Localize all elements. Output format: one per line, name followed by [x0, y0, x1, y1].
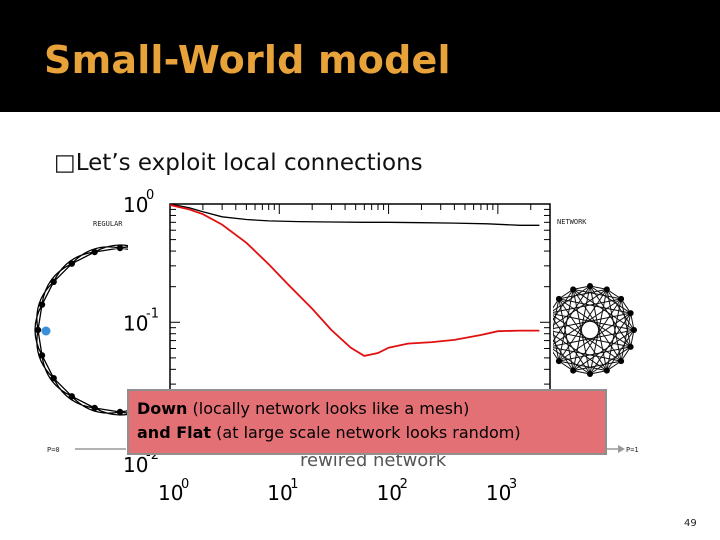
random-network-edge: [558, 360, 607, 372]
random-network-edge: [558, 288, 607, 300]
random-network-node: [555, 295, 562, 302]
random-network-node: [603, 367, 610, 374]
regular-network-node: [116, 244, 124, 252]
random-network-edge: [549, 312, 622, 362]
random-network-edge: [620, 313, 632, 362]
x-tick-exponent: 3: [509, 477, 517, 492]
random-network-node: [618, 295, 625, 302]
regular-label: REGULAR: [93, 220, 123, 228]
arrow-head-icon: [618, 445, 625, 453]
regular-network-node: [91, 248, 98, 256]
x-tick-label: 10: [158, 481, 183, 505]
x-tick-exponent: 2: [400, 477, 408, 492]
random-network-edge: [589, 285, 631, 314]
regular-network-node: [68, 260, 76, 267]
y-tick-exponent: -1: [146, 306, 159, 321]
random-network-edge: [549, 298, 622, 348]
regular-network-node: [38, 352, 46, 359]
random-ring-network: [543, 283, 637, 377]
regular-network-node: [34, 326, 42, 334]
regular-network-node: [116, 408, 124, 416]
random-network-node: [555, 358, 562, 365]
callout-down-text: (locally network looks like a mesh): [187, 399, 470, 418]
p-zero-label: P=0: [47, 446, 60, 454]
plot-series: [169, 203, 540, 357]
random-network-edge: [573, 360, 622, 372]
callout-down: Down: [137, 399, 188, 418]
p-one-label: P=1: [626, 446, 639, 454]
random-network-edge: [572, 285, 591, 371]
random-network-edge: [558, 289, 608, 362]
random-network-node: [603, 286, 610, 293]
random-network-edge: [549, 312, 635, 331]
random-network-edge: [606, 329, 635, 371]
random-network-edge: [545, 312, 631, 331]
random-network-edge: [558, 298, 608, 371]
bullet-item: □Let’s exploit local connections: [54, 150, 423, 176]
network-label: NETWORK: [557, 218, 587, 226]
y-tick-label: 10: [123, 311, 148, 335]
slide-title: Small-World model: [44, 38, 451, 82]
random-network-edge: [558, 312, 631, 362]
regular-network-node: [91, 404, 98, 412]
x-tick-exponent: 1: [290, 477, 298, 492]
random-network-edge: [572, 289, 622, 362]
random-network-edge: [549, 329, 635, 348]
page-number: 49: [684, 518, 697, 529]
random-network-node: [587, 283, 593, 289]
callout-flat-text: (at large scale network looks random): [211, 423, 521, 442]
callout-flat: and Flat: [137, 423, 212, 442]
x-axis-partial-label: rewired network: [300, 450, 447, 471]
y-tick-label: 10: [123, 193, 148, 217]
random-network-node: [587, 371, 593, 377]
x-tick-label: 10: [377, 481, 402, 505]
random-network-node: [631, 327, 637, 333]
regular-network-node: [38, 301, 46, 308]
random-network-edge: [545, 329, 631, 348]
bullet-glyph: □: [54, 150, 76, 176]
title-bar: [0, 0, 720, 112]
regular-network-node: [68, 393, 76, 400]
bullet-text: Let’s exploit local connections: [75, 150, 423, 176]
random-network-node: [570, 286, 577, 293]
x-tick-exponent: 0: [181, 477, 189, 492]
random-network-edge: [545, 288, 608, 331]
regular-network-node: [50, 374, 57, 382]
random-network-edge: [572, 289, 591, 375]
random-network-node: [627, 343, 634, 350]
random-network-edge: [606, 289, 635, 331]
random-network-edge: [589, 289, 608, 375]
random-network-edge: [549, 285, 591, 314]
random-network-edge: [589, 285, 608, 371]
series-line-0: [169, 203, 540, 226]
callout-line-2: and Flat (at large scale network looks r…: [137, 421, 597, 445]
random-network-edge: [572, 288, 635, 331]
callout-box: Down (locally network looks like a mesh)…: [127, 389, 607, 455]
x-tick-label: 10: [486, 481, 511, 505]
random-network-edge: [558, 298, 631, 314]
random-network-edge: [572, 298, 622, 371]
series-line-1: [169, 204, 540, 357]
random-network-node: [627, 310, 634, 317]
x-tick-label: 10: [267, 481, 292, 505]
random-network-edge: [558, 298, 631, 348]
y-tick-label: 10: [123, 453, 148, 477]
y-tick-exponent: 0: [146, 188, 154, 203]
regular-network-node: [50, 278, 57, 286]
highlight-node: [41, 326, 51, 336]
random-network-edge: [620, 298, 632, 347]
random-network-edge: [573, 288, 622, 300]
random-network-node: [618, 358, 625, 365]
callout-line-1: Down (locally network looks like a mesh): [137, 397, 597, 421]
random-network-edge: [589, 346, 631, 375]
random-network-edge: [549, 298, 622, 314]
random-network-node: [570, 367, 577, 374]
random-network-edge: [549, 346, 591, 375]
